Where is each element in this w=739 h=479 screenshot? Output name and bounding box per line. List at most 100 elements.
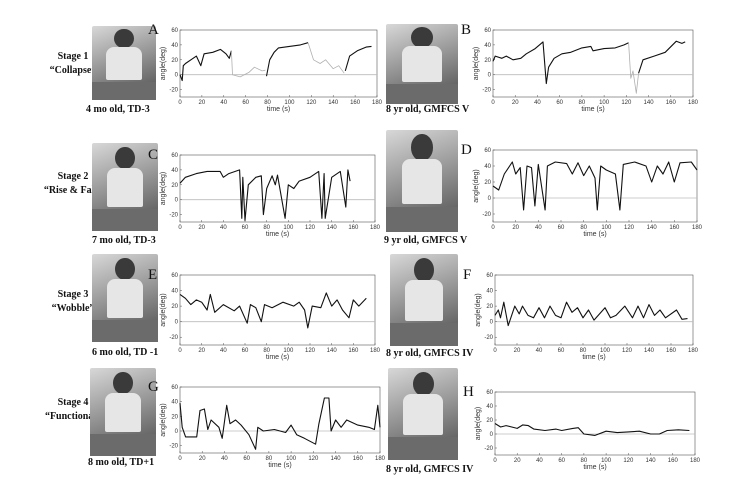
x-axis-label: time (s) (581, 106, 604, 113)
y-tick-label: 20 (171, 304, 178, 310)
plot-frame (179, 154, 376, 223)
y-tick-label: 20 (171, 414, 178, 420)
x-tick-label: 0 (491, 225, 495, 231)
panel-letter: F (463, 267, 471, 283)
x-tick-label: 120 (622, 348, 633, 354)
chart-a: A0 20 40 60 80 100 120 140 160 180-200204060time … (148, 22, 383, 113)
x-tick-label: 60 (242, 100, 249, 106)
plot-frame (492, 29, 694, 98)
x-axis-label: time (s) (582, 354, 605, 361)
child-photo-stage-1 (386, 24, 458, 104)
x-tick-label: 20 (198, 348, 205, 354)
y-axis-label: angle(deg) (473, 169, 480, 202)
x-tick-label: 180 (370, 348, 381, 354)
x-tick-label: 160 (348, 225, 359, 231)
x-tick-label: 60 (242, 348, 249, 354)
plot-frame (179, 29, 378, 98)
infant-photo-stage-3 (92, 254, 158, 342)
stage-number: Stage 3 (57, 289, 89, 300)
angle-series-line (179, 169, 351, 222)
y-tick-label: 60 (171, 385, 178, 391)
plot-frame (494, 274, 694, 346)
y-tick-label: 60 (171, 153, 178, 159)
x-tick-label: 60 (243, 456, 250, 462)
x-tick-label: 20 (514, 458, 521, 464)
x-tick-label: 180 (375, 456, 386, 462)
x-tick-label: 160 (353, 456, 364, 462)
y-axis-label: angle(deg) (160, 403, 167, 436)
y-tick-label: -20 (169, 88, 178, 94)
x-tick-label: 160 (666, 348, 677, 354)
x-tick-label: 0 (178, 348, 182, 354)
y-tick-label: 40 (171, 400, 178, 406)
x-tick-label: 120 (624, 225, 635, 231)
plot-frame (179, 274, 376, 346)
y-tick-label: 0 (488, 196, 492, 202)
panel-letter: C (148, 147, 158, 163)
x-tick-label: 140 (644, 348, 655, 354)
x-tick-label: 100 (283, 225, 294, 231)
y-axis-label: angle(deg) (160, 47, 167, 80)
x-axis-label: time (s) (583, 231, 606, 238)
x-tick-label: 20 (198, 225, 205, 231)
x-tick-label: 80 (263, 225, 270, 231)
right-caption-4: 8 yr old, GMFCS IV (386, 464, 474, 475)
x-axis-label: time (s) (266, 231, 289, 238)
x-tick-label: 40 (221, 456, 228, 462)
x-tick-label: 20 (199, 456, 206, 462)
angle-series-line (494, 301, 688, 327)
y-tick-label: 20 (484, 180, 491, 186)
x-tick-label: 180 (372, 100, 383, 106)
x-tick-label: 140 (327, 225, 338, 231)
y-tick-label: -20 (484, 335, 493, 341)
x-tick-label: 20 (514, 348, 521, 354)
angle-series-line (492, 161, 698, 211)
child-photo-stage-2 (386, 130, 458, 232)
stage-name: “Wobble” (51, 303, 95, 314)
y-tick-label: 60 (486, 273, 493, 279)
y-tick-label: 0 (175, 429, 179, 435)
x-tick-label: 100 (601, 458, 612, 464)
left-caption-3: 6 mo old, TD -1 (92, 347, 159, 358)
y-tick-label: 20 (486, 418, 493, 424)
x-tick-label: 80 (580, 348, 587, 354)
x-tick-label: 100 (599, 100, 610, 106)
infant-photo-stage-4 (90, 368, 156, 456)
stage-name: “Rise & Fall” (43, 185, 103, 196)
panel-letter: H (463, 384, 474, 400)
x-tick-label: 140 (647, 225, 658, 231)
y-tick-label: 0 (175, 198, 179, 204)
x-tick-label: 180 (690, 458, 701, 464)
x-tick-label: 140 (646, 458, 657, 464)
y-tick-label: 60 (484, 28, 491, 34)
plot-frame (179, 386, 381, 454)
x-tick-label: 160 (350, 100, 361, 106)
y-tick-label: -20 (169, 335, 178, 341)
y-tick-label: 60 (171, 28, 178, 34)
stage-label-4: Stage 4 “Functional” (28, 396, 118, 424)
plot-frame (492, 149, 698, 223)
stage-name: “Collapse” (49, 65, 97, 76)
x-tick-label: 120 (305, 225, 316, 231)
x-tick-label: 60 (556, 100, 563, 106)
x-tick-label: 100 (600, 348, 611, 354)
y-tick-label: -20 (482, 88, 491, 94)
right-caption-2: 9 yr old, GMFCS V (384, 235, 468, 246)
x-tick-label: 80 (579, 100, 586, 106)
angle-series-line (638, 40, 686, 74)
x-tick-label: 120 (305, 348, 316, 354)
x-tick-label: 160 (668, 458, 679, 464)
x-tick-label: 40 (220, 100, 227, 106)
x-tick-label: 40 (535, 225, 542, 231)
x-tick-label: 140 (327, 348, 338, 354)
right-caption-3: 8 yr old, GMFCS IV (386, 348, 474, 359)
child-photo-stage-4 (388, 368, 458, 460)
x-tick-label: 0 (178, 100, 182, 106)
y-tick-label: 40 (171, 168, 178, 174)
y-tick-label: 20 (484, 58, 491, 64)
y-tick-label: 40 (484, 43, 491, 49)
x-tick-label: 120 (623, 458, 634, 464)
panel-letter: G (148, 379, 159, 395)
y-tick-label: 60 (171, 273, 178, 279)
x-tick-label: 60 (558, 458, 565, 464)
